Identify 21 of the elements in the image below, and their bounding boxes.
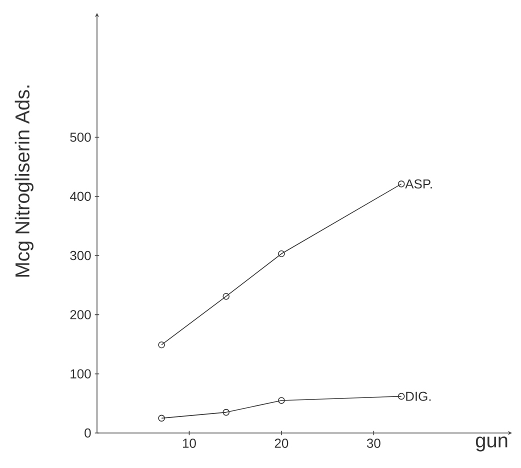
- series-label: ASP.: [405, 179, 432, 189]
- y-tick-label: 500: [70, 132, 91, 142]
- x-tick-label: 10: [182, 438, 196, 448]
- point: [222, 292, 230, 300]
- point: [278, 397, 285, 404]
- point: [158, 414, 165, 422]
- y-tick-label: 200: [70, 310, 91, 320]
- series-label: DIG.: [406, 392, 431, 401]
- y-tick-label: 300: [70, 250, 91, 260]
- x-tick-label: 30: [366, 438, 380, 448]
- y-tick-label: 400: [70, 192, 91, 201]
- point: [222, 408, 230, 416]
- point: [398, 392, 405, 400]
- point: [398, 180, 405, 188]
- point: [158, 341, 165, 348]
- x-tick-label: 20: [274, 438, 288, 448]
- y-tick-label: 0: [84, 428, 91, 438]
- x-axis-title: gun: [476, 436, 508, 452]
- point: [278, 250, 285, 258]
- y-tick-label: 100: [70, 369, 91, 378]
- y-axis-title: Mcg Nitrogliserin Ads.: [14, 86, 34, 277]
